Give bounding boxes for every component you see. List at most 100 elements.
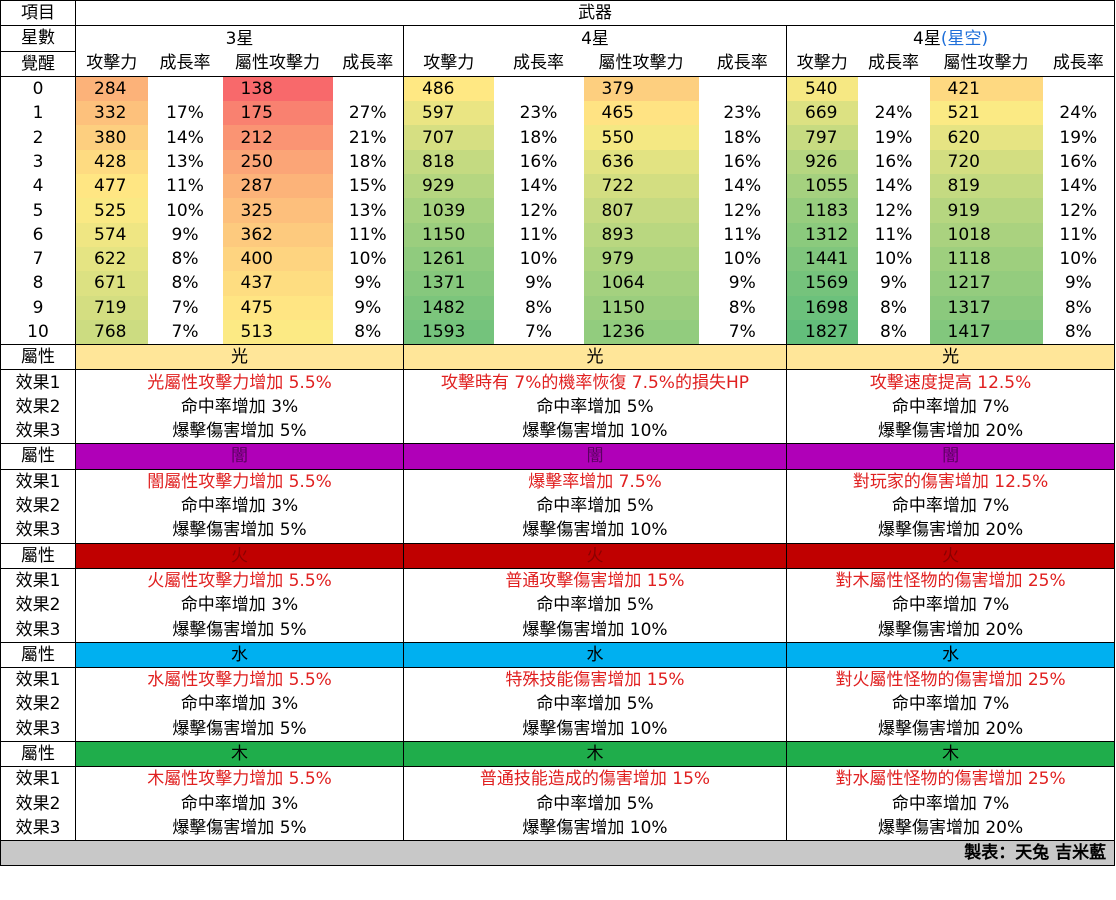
s3-elem-atk-growth: 13% — [332, 198, 404, 223]
s4-effect-text: 爆擊傷害增加 10% — [403, 419, 787, 445]
s3-elem-atk-value: 287 — [222, 174, 333, 199]
s3-elem-atk-value: 175 — [222, 101, 333, 126]
header-row-item: 項目 武器 — [0, 0, 1116, 27]
effect-row: 效果1 水屬性攻擊力增加 5.5% 特殊技能傷害增加 15% 對火屬性怪物的傷害增加 … — [0, 667, 1116, 693]
s3-elem-atk-value: 362 — [222, 222, 333, 247]
effect-label: 效果3 — [0, 617, 76, 643]
s3-effect-text: 爆擊傷害增加 5% — [75, 518, 404, 544]
s3-elem-atk-growth: 21% — [332, 125, 404, 150]
weapon-stats-table: 項目 武器 星數 3星 4星 4星(星空) 覺醒 攻擊力 成長率 屬性攻擊力 成長率攻… — [0, 0, 1116, 867]
stats-row: 9 719 7% 475 9% 1482 8% 1150 8% 1698 8% 1317 8% — [0, 295, 1116, 320]
s3-atk-growth: 8% — [171, 249, 199, 270]
s4x-col-rate-header: 成長率 — [857, 51, 930, 77]
s4-elem-atk-value: 1150 — [583, 295, 699, 320]
s3-atk-growth: 9% — [171, 224, 199, 245]
attribute-label: 屬性 — [0, 344, 76, 371]
s4-elem-atk-value: 379 — [583, 76, 699, 102]
s4-elem-atk-growth: 18% — [698, 125, 787, 150]
s4x-elem-atk-growth: 8% — [1042, 319, 1116, 346]
s4x-atk-growth: 10% — [874, 249, 913, 270]
s4x-elem-atk-value: 819 — [929, 174, 1043, 199]
s4-atk-value: 1593 — [403, 319, 494, 346]
s4x-atk-value: 1055 — [786, 174, 858, 199]
s3-atk-value: 477 — [75, 174, 148, 199]
s4x-atk-growth: 11% — [874, 224, 913, 245]
s4x-effect-text: 爆擊傷害增加 20% — [785, 419, 1116, 445]
s4x-elem-atk-value: 720 — [929, 149, 1043, 175]
awaken-level: 4 — [0, 174, 76, 199]
s3-elem-atk-value: 250 — [222, 149, 333, 175]
effect-row: 效果2 命中率增加 3% 命中率增加 5% 命中率增加 7% — [0, 394, 1116, 420]
s4-col-elem-atk-header: 屬性攻擊力 — [583, 51, 699, 77]
s3-atk-value: 574 — [75, 222, 148, 247]
s4-atk-growth: 11% — [519, 224, 558, 245]
s4x-atk-growth: 12% — [874, 200, 913, 221]
s3-atk-value: 719 — [75, 295, 148, 320]
effect-row: 效果1 火屬性攻擊力增加 5.5% 普通攻擊傷害增加 15% 對木屬性怪物的傷害增加 … — [0, 568, 1116, 594]
star4-sky-header: 4星(星空) — [785, 25, 1116, 52]
s3-attribute-name: 火 — [75, 542, 404, 569]
s4-effect-text: 爆擊傷害增加 10% — [403, 815, 787, 842]
effect-label: 效果2 — [0, 692, 76, 717]
awaken-level: 0 — [0, 76, 76, 102]
effect-row: 效果3 爆擊傷害增加 5% 爆擊傷害增加 10% 爆擊傷害增加 20% — [0, 518, 1116, 544]
s4-elem-atk-value: 550 — [583, 125, 699, 150]
s4-attribute-name: 火 — [403, 542, 787, 569]
s4-atk-growth — [494, 76, 584, 101]
stats-row: 8 671 8% 437 9% 1371 9% 1064 9% 1569 9% 1217 9% — [0, 271, 1116, 296]
s3-elem-atk-value: 325 — [222, 198, 333, 223]
stats-row: 10 768 7% 513 8% 1593 7% 1236 7% 1827 8% 1417 8% — [0, 319, 1116, 346]
s4x-elem-atk-growth: 10% — [1042, 246, 1116, 272]
s3-elem-atk-value: 513 — [222, 319, 333, 346]
effect-label: 效果2 — [0, 593, 76, 618]
s3-effect-text: 爆擊傷害增加 5% — [75, 617, 404, 643]
s4-attribute-name: 水 — [403, 641, 787, 669]
awaken-level: 2 — [0, 125, 76, 150]
s4-atk-growth: 9% — [525, 273, 552, 294]
s3-atk-value: 284 — [75, 76, 148, 102]
s3-elem-atk-growth: 9% — [332, 295, 404, 320]
s4x-elem-atk-growth — [1042, 76, 1116, 102]
awaken-level: 10 — [0, 319, 76, 345]
s4x-atk-value: 926 — [786, 149, 858, 175]
s3-atk-growth: 17% — [166, 103, 204, 124]
s3-effect-text: 爆擊傷害增加 5% — [75, 716, 404, 742]
effect-label: 效果1 — [0, 766, 76, 792]
s4-effect-text: 命中率增加 5% — [403, 692, 787, 717]
s4-elem-atk-growth: 10% — [698, 246, 787, 272]
s4-attribute-name: 闇 — [403, 443, 787, 470]
s3-effect-text: 命中率增加 3% — [75, 692, 404, 717]
s4x-attribute-name: 闇 — [785, 443, 1116, 470]
s4x-elem-atk-value: 1018 — [929, 222, 1043, 247]
s4-effect-text: 命中率增加 5% — [403, 791, 787, 816]
s4x-elem-atk-value: 919 — [929, 198, 1043, 223]
s4x-elem-atk-growth: 9% — [1042, 271, 1116, 296]
effect-row: 效果2 命中率增加 3% 命中率增加 5% 命中率增加 7% — [0, 791, 1116, 816]
s4x-atk-growth: 8% — [880, 297, 907, 318]
s3-effect-text: 命中率增加 3% — [75, 394, 404, 420]
effect-label: 效果3 — [0, 518, 76, 544]
footer-row: 製表：天兔 吉米藍 — [0, 840, 1116, 867]
s4-atk-growth: 18% — [519, 127, 558, 148]
s4-atk-value: 707 — [403, 125, 494, 150]
s3-elem-atk-growth: 15% — [332, 174, 404, 199]
s3-atk-value: 622 — [75, 246, 148, 272]
effect-label: 效果2 — [0, 493, 76, 519]
s4x-col-elem-rate-header: 成長率 — [1042, 51, 1116, 77]
s3-atk-growth — [148, 76, 223, 101]
s4x-col-atk-header: 攻擊力 — [786, 51, 858, 77]
s4x-atk-value: 1698 — [786, 295, 858, 320]
s4x-effect-text: 命中率增加 7% — [785, 593, 1116, 618]
s4-atk-value: 1150 — [403, 222, 494, 247]
s4-elem-atk-value: 1236 — [583, 319, 699, 346]
s3-effect-text: 命中率增加 3% — [75, 593, 404, 618]
awaken-level: 3 — [0, 149, 76, 175]
s4x-elem-atk-growth: 8% — [1042, 295, 1116, 320]
s4-effect-text: 普通攻擊傷害增加 15% — [403, 568, 787, 594]
s4-effect-text: 命中率增加 5% — [403, 493, 787, 519]
s4-effect-text: 攻擊時有 7%的機率恢復 7.5%的損失HP — [403, 369, 787, 395]
s4-atk-value: 486 — [403, 76, 494, 102]
s4x-col-elem-atk-header: 屬性攻擊力 — [929, 51, 1043, 77]
awaken-level: 7 — [0, 246, 76, 272]
star4-sky-suffix: (星空) — [940, 28, 989, 49]
